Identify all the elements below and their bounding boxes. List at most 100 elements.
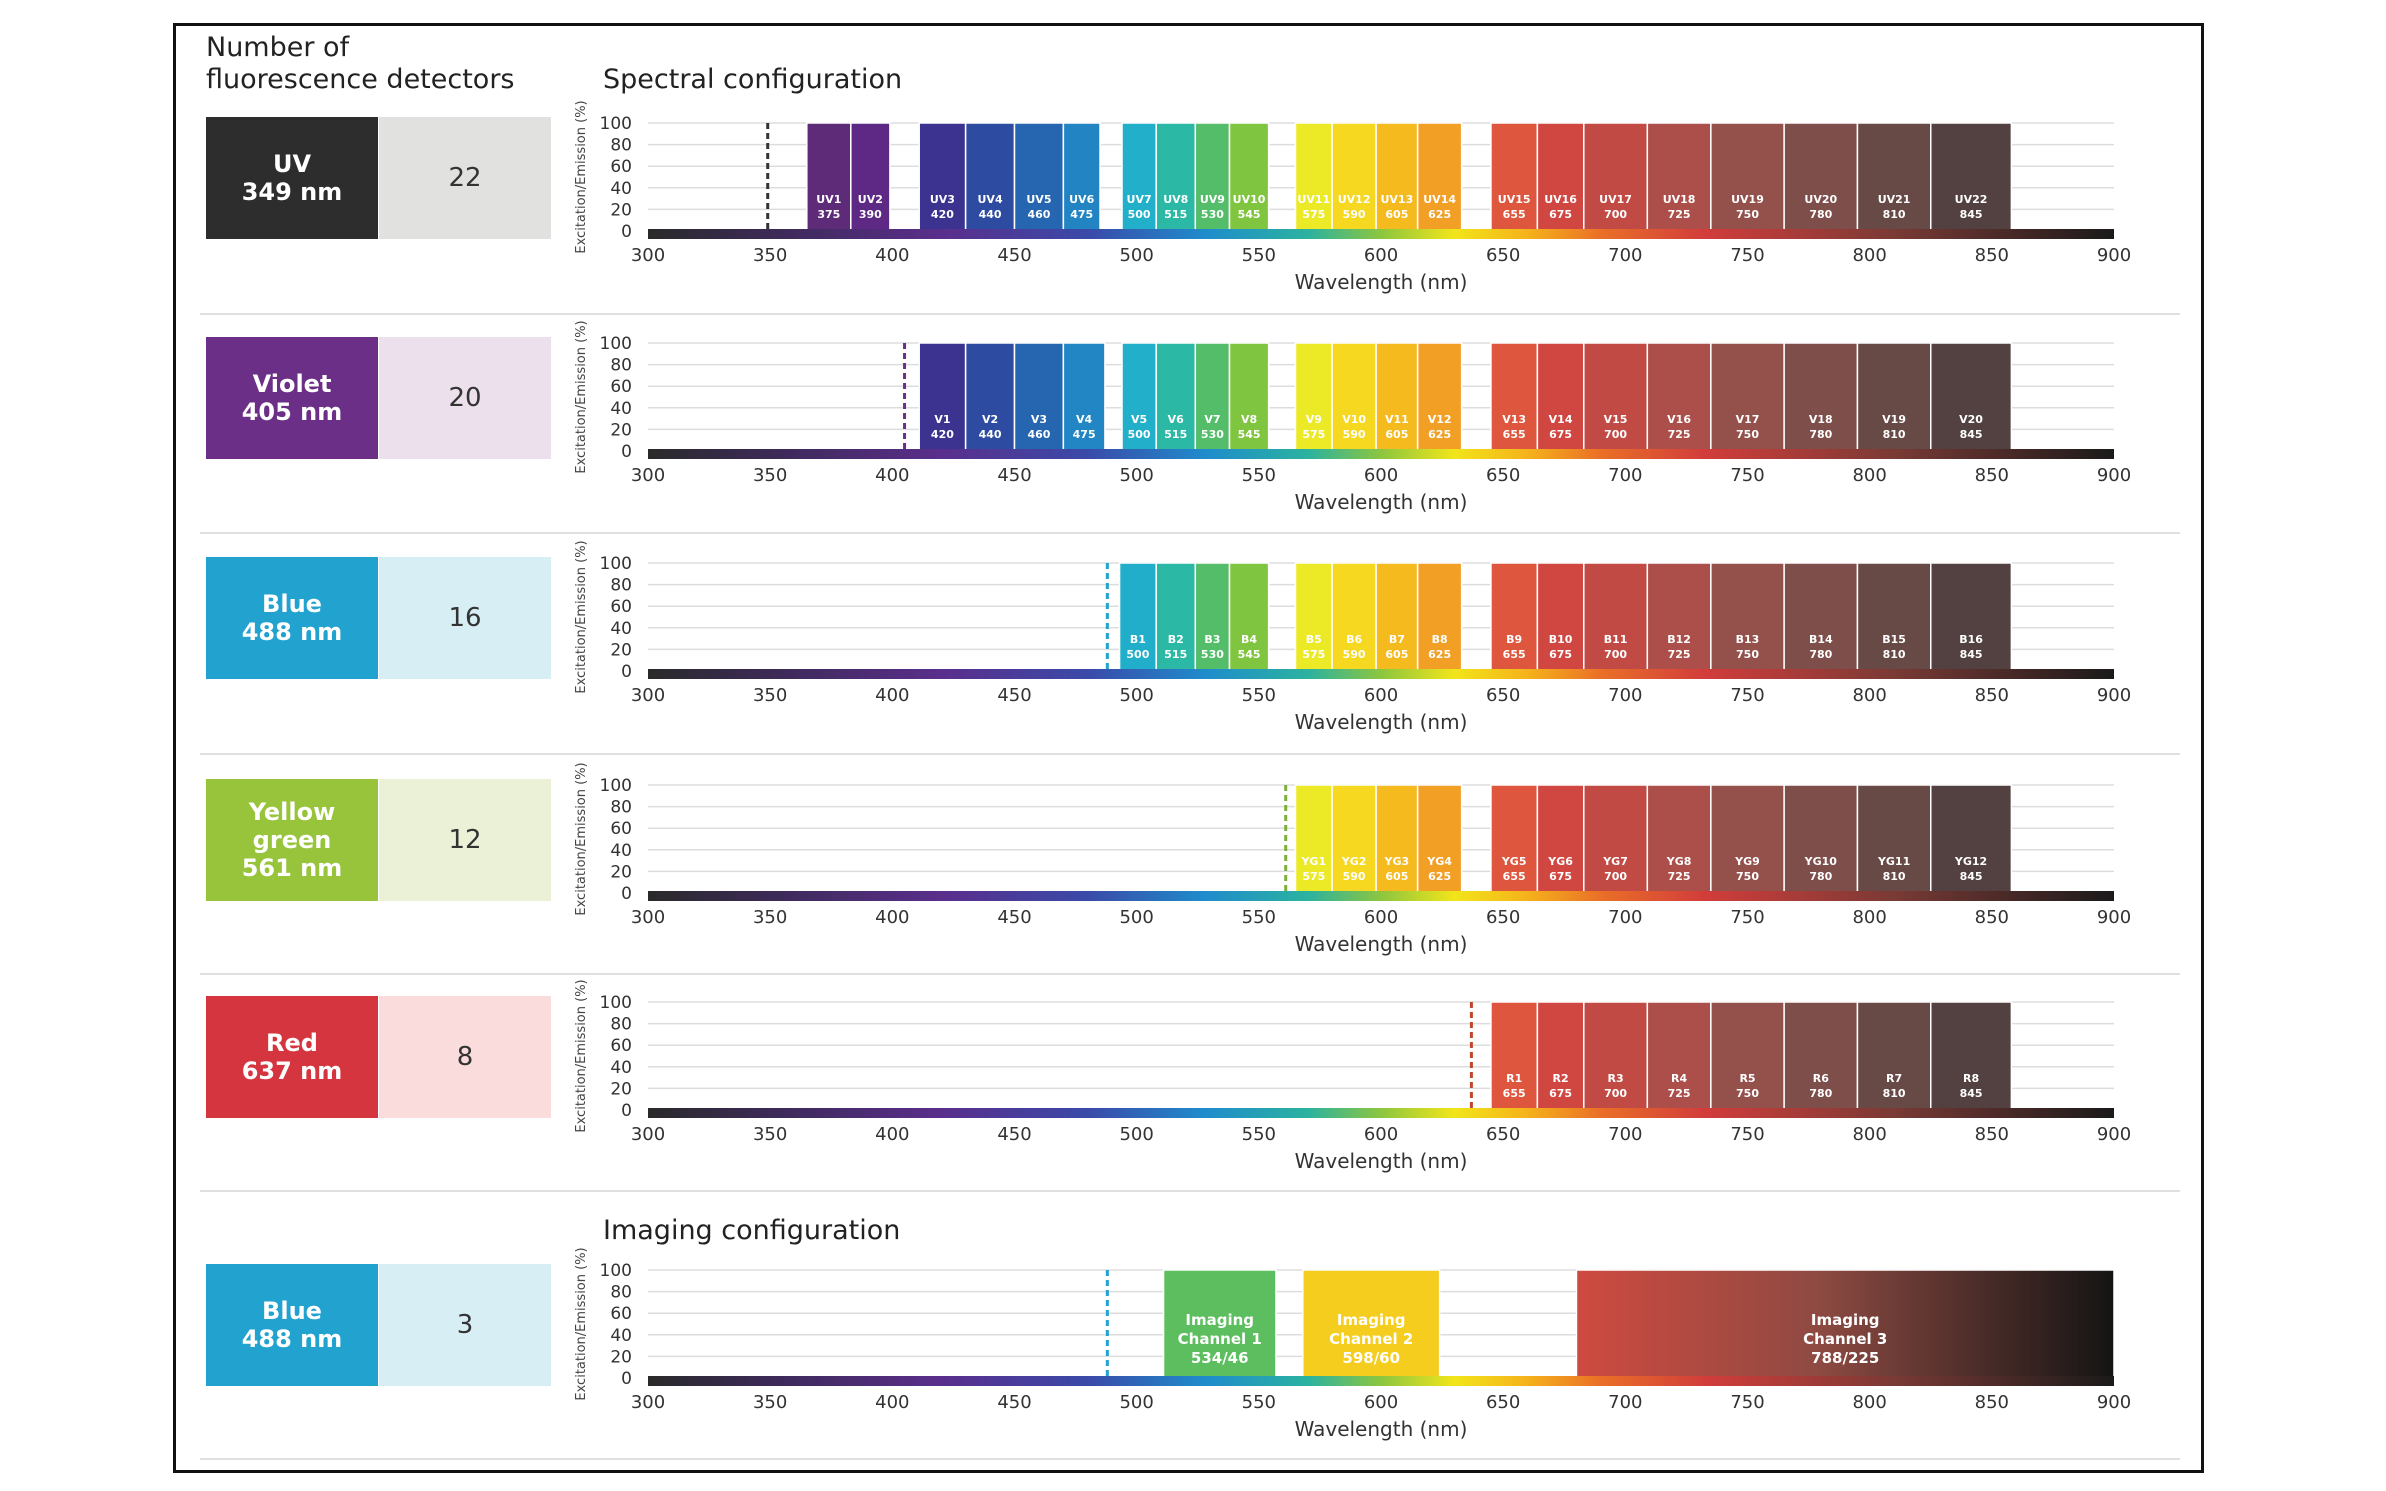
detector-name: V15 [1604, 413, 1628, 426]
laser-label-box: Violet 405 nm [206, 337, 378, 459]
x-tick-label: 300 [631, 465, 665, 486]
detector-name: B2 [1168, 633, 1184, 646]
imaging-config-title: Imaging configuration [603, 1215, 901, 1246]
detector-name: B13 [1736, 633, 1760, 646]
detector-center: 780 [1809, 648, 1832, 661]
detector-center: 590 [1343, 428, 1366, 441]
detector-name: UV14 [1423, 193, 1456, 206]
detector-center: 810 [1883, 428, 1906, 441]
y-tick-label: 80 [610, 136, 632, 156]
detector-name: UV19 [1731, 193, 1764, 206]
laser-name: Red [266, 1029, 318, 1057]
detector-center: 810 [1883, 208, 1906, 221]
detector-name: UV10 [1233, 193, 1266, 206]
y-tick-label: 40 [610, 619, 632, 639]
imaging-channel-label: 534/46 [1191, 1349, 1249, 1367]
x-tick-label: 500 [1119, 465, 1153, 486]
y-tick-label: 60 [610, 157, 632, 177]
detector-center: 750 [1736, 208, 1759, 221]
detector-bar [1375, 342, 1419, 452]
detector-name: YG1 [1300, 855, 1326, 868]
detector-name: UV22 [1955, 193, 1988, 206]
y-tick-label: 0 [621, 442, 632, 462]
detector-name: V2 [982, 413, 998, 426]
detector-name: V12 [1428, 413, 1452, 426]
spectrum-bar [648, 1376, 2114, 1386]
detector-count: 3 [379, 1264, 551, 1386]
detector-bar [1583, 784, 1649, 894]
detector-name: B9 [1506, 633, 1522, 646]
detector-center: 845 [1960, 648, 1983, 661]
x-tick-label: 350 [753, 1124, 787, 1145]
x-tick-label: 900 [2097, 1124, 2131, 1145]
x-tick-label: 850 [1975, 907, 2009, 928]
x-tick-label: 900 [2097, 245, 2131, 266]
x-tick-label: 800 [1852, 245, 1886, 266]
detector-name: YG3 [1384, 855, 1410, 868]
x-tick-label: 450 [997, 685, 1031, 706]
y-tick-label: 60 [610, 1036, 632, 1056]
detector-name: V19 [1882, 413, 1906, 426]
detector-center: 700 [1604, 428, 1627, 441]
detector-name: V5 [1131, 413, 1147, 426]
detector-center: 590 [1343, 648, 1366, 661]
detector-name: UV21 [1878, 193, 1911, 206]
detector-bar [1155, 342, 1197, 452]
x-tick-label: 400 [875, 1124, 909, 1145]
detector-center: 530 [1201, 648, 1224, 661]
detector-center: 530 [1201, 208, 1224, 221]
detector-name: B3 [1204, 633, 1220, 646]
x-tick-label: 700 [1608, 465, 1642, 486]
detector-name: B5 [1306, 633, 1322, 646]
detector-center: 500 [1128, 428, 1151, 441]
y-tick-label: 40 [610, 1326, 632, 1346]
detector-center: 420 [931, 208, 954, 221]
detector-name: V1 [934, 413, 950, 426]
detector-center: 725 [1668, 1087, 1691, 1100]
detector-bar [1121, 342, 1157, 452]
imaging-channel-label: Channel 3 [1803, 1330, 1887, 1348]
x-tick-label: 600 [1364, 685, 1398, 706]
x-tick-label: 450 [997, 245, 1031, 266]
detector-name: YG6 [1547, 855, 1573, 868]
detector-bar [1710, 784, 1785, 894]
detector-center: 475 [1070, 208, 1093, 221]
laser-name: Blue [262, 1297, 322, 1325]
detector-name: V8 [1241, 413, 1257, 426]
detector-name: V4 [1076, 413, 1093, 426]
detector-center: 440 [979, 208, 1002, 221]
x-tick-label: 750 [1730, 245, 1764, 266]
detector-name: R8 [1963, 1072, 1979, 1085]
laser-name: Yellow green [248, 798, 336, 854]
detector-center: 780 [1809, 870, 1832, 883]
detector-bar [1062, 342, 1106, 452]
x-tick-label: 550 [1242, 245, 1276, 266]
detector-bar [1331, 122, 1377, 232]
x-tick-label: 300 [631, 1124, 665, 1145]
detector-center: 605 [1385, 208, 1408, 221]
detector-bar [1416, 562, 1463, 672]
detector-center: 460 [1027, 208, 1050, 221]
detector-center: 700 [1604, 1087, 1627, 1100]
detector-name: V7 [1204, 413, 1220, 426]
x-tick-label: 750 [1730, 1392, 1764, 1413]
x-tick-label: 450 [997, 1392, 1031, 1413]
detector-bar [1536, 342, 1585, 452]
detector-center: 625 [1428, 870, 1451, 883]
detector-center: 700 [1604, 208, 1627, 221]
y-tick-label: 0 [621, 1369, 632, 1389]
x-tick-label: 400 [875, 907, 909, 928]
detector-bar [1783, 122, 1859, 232]
y-tick-label: 40 [610, 179, 632, 199]
detector-bar [1162, 1269, 1277, 1379]
y-tick-label: 80 [610, 798, 632, 818]
detector-center: 780 [1809, 428, 1832, 441]
detector-center: 655 [1503, 648, 1526, 661]
detector-name: V13 [1502, 413, 1526, 426]
detector-bar [1856, 1001, 1932, 1111]
detector-center: 575 [1302, 208, 1325, 221]
detector-center: 725 [1668, 428, 1691, 441]
x-axis-label: Wavelength (nm) [1295, 932, 1468, 956]
detector-center: 390 [859, 208, 882, 221]
x-tick-label: 500 [1119, 907, 1153, 928]
